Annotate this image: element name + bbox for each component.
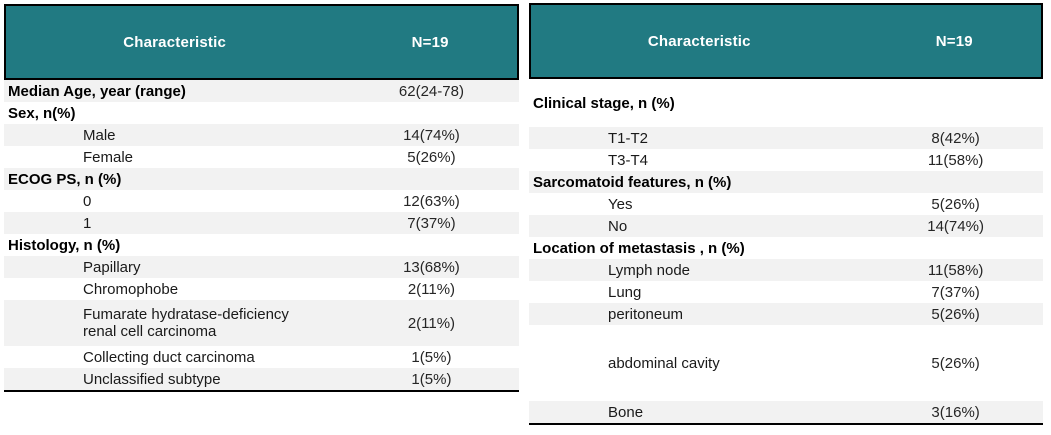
table-header-row: Characteristic N=19 [4, 4, 519, 80]
row-label: Sex, n(%) [8, 104, 76, 122]
row-label: No [608, 217, 628, 235]
row-value: 11(58%) [927, 151, 984, 169]
row-label: Sarcomatoid features, n (%) [533, 173, 732, 191]
row-value: 13(68%) [403, 258, 460, 276]
row-value: 2(11%) [407, 314, 456, 332]
row-label: 0 [83, 192, 92, 210]
row-value: 5(26%) [931, 305, 980, 323]
table-row: Lymph node 11(58%) [529, 259, 1043, 281]
row-value: 1(5%) [411, 348, 452, 366]
row-label: Bone [608, 403, 644, 421]
table-row: Bone 3(16%) [529, 401, 1043, 423]
table-row: Sarcomatoid features, n (%) [529, 171, 1043, 193]
row-value: 62(24-78) [398, 82, 464, 100]
row-label: Clinical stage, n (%) [533, 94, 675, 112]
row-value: 5(26%) [407, 148, 456, 166]
table-row: No 14(74%) [529, 215, 1043, 237]
table-row: Female 5(26%) [4, 146, 519, 168]
row-value: 14(74%) [927, 217, 984, 235]
row-label: Lung [608, 283, 642, 301]
table-row: Clinical stage, n (%) [529, 79, 1043, 127]
table-body: Median Age, year (range) 62(24-78) Sex, … [4, 80, 519, 392]
row-label: Lymph node [608, 261, 691, 279]
row-label: Female [83, 148, 134, 166]
row-value: 11(58%) [927, 261, 984, 279]
row-label: Location of metastasis , n (%) [533, 239, 745, 257]
patient-characteristics-table-left: Characteristic N=19 Median Age, year (ra… [4, 4, 519, 392]
table-row: 0 12(63%) [4, 190, 519, 212]
table-row: Unclassified subtype 1(5%) [4, 368, 519, 390]
row-value: 7(37%) [407, 214, 456, 232]
table-row: peritoneum 5(26%) [529, 303, 1043, 325]
row-value: 5(26%) [931, 354, 980, 372]
table-body: Clinical stage, n (%) T1-T2 8(42%) T3-T4… [529, 79, 1043, 425]
row-label: Histology, n (%) [8, 236, 121, 254]
table-row: Sex, n(%) [4, 102, 519, 124]
table-row: T1-T2 8(42%) [529, 127, 1043, 149]
row-label: T3-T4 [608, 151, 649, 169]
row-label: Chromophobe [83, 280, 179, 298]
table-header-row: Characteristic N=19 [529, 3, 1043, 79]
table-row: Collecting duct carcinoma 1(5%) [4, 346, 519, 368]
row-value: 3(16%) [931, 403, 980, 421]
table-row: Yes 5(26%) [529, 193, 1043, 215]
row-label: peritoneum [608, 305, 684, 323]
row-label: ECOG PS, n (%) [8, 170, 122, 188]
row-value: 5(26%) [931, 195, 980, 213]
table-row: Fumarate hydratase-deficiency renal cell… [4, 300, 519, 346]
row-label: Collecting duct carcinoma [83, 348, 255, 366]
row-value: 1(5%) [411, 370, 452, 388]
row-label: Fumarate hydratase-deficiency renal cell… [83, 306, 289, 340]
table-row: Lung 7(37%) [529, 281, 1043, 303]
row-label: T1-T2 [608, 129, 649, 147]
row-label: 1 [83, 214, 92, 232]
row-value: 7(37%) [931, 283, 980, 301]
header-n: N=19 [935, 32, 973, 50]
table-row: 1 7(37%) [4, 212, 519, 234]
table-row: abdominal cavity 5(26%) [529, 325, 1043, 401]
header-n: N=19 [411, 33, 449, 51]
row-label: abdominal cavity [608, 354, 720, 372]
row-label: Male [83, 126, 116, 144]
row-value: 14(74%) [403, 126, 460, 144]
row-label: Yes [608, 195, 633, 213]
table-row: Histology, n (%) [4, 234, 519, 256]
table-row: Chromophobe 2(11%) [4, 278, 519, 300]
row-label: Median Age, year (range) [8, 82, 186, 100]
table-row: Location of metastasis , n (%) [529, 237, 1043, 259]
row-value: 2(11%) [407, 280, 456, 298]
table-row: Median Age, year (range) 62(24-78) [4, 80, 519, 102]
row-label: Unclassified subtype [83, 370, 221, 388]
header-characteristic: Characteristic [123, 33, 227, 51]
table-row: T3-T4 11(58%) [529, 149, 1043, 171]
row-value: 8(42%) [931, 129, 980, 147]
patient-characteristics-table-right: Characteristic N=19 Clinical stage, n (%… [529, 3, 1043, 425]
row-value: 12(63%) [403, 192, 460, 210]
table-row: Male 14(74%) [4, 124, 519, 146]
table-row: Papillary 13(68%) [4, 256, 519, 278]
row-label: Papillary [83, 258, 141, 276]
header-characteristic: Characteristic [647, 32, 751, 50]
table-row: ECOG PS, n (%) [4, 168, 519, 190]
